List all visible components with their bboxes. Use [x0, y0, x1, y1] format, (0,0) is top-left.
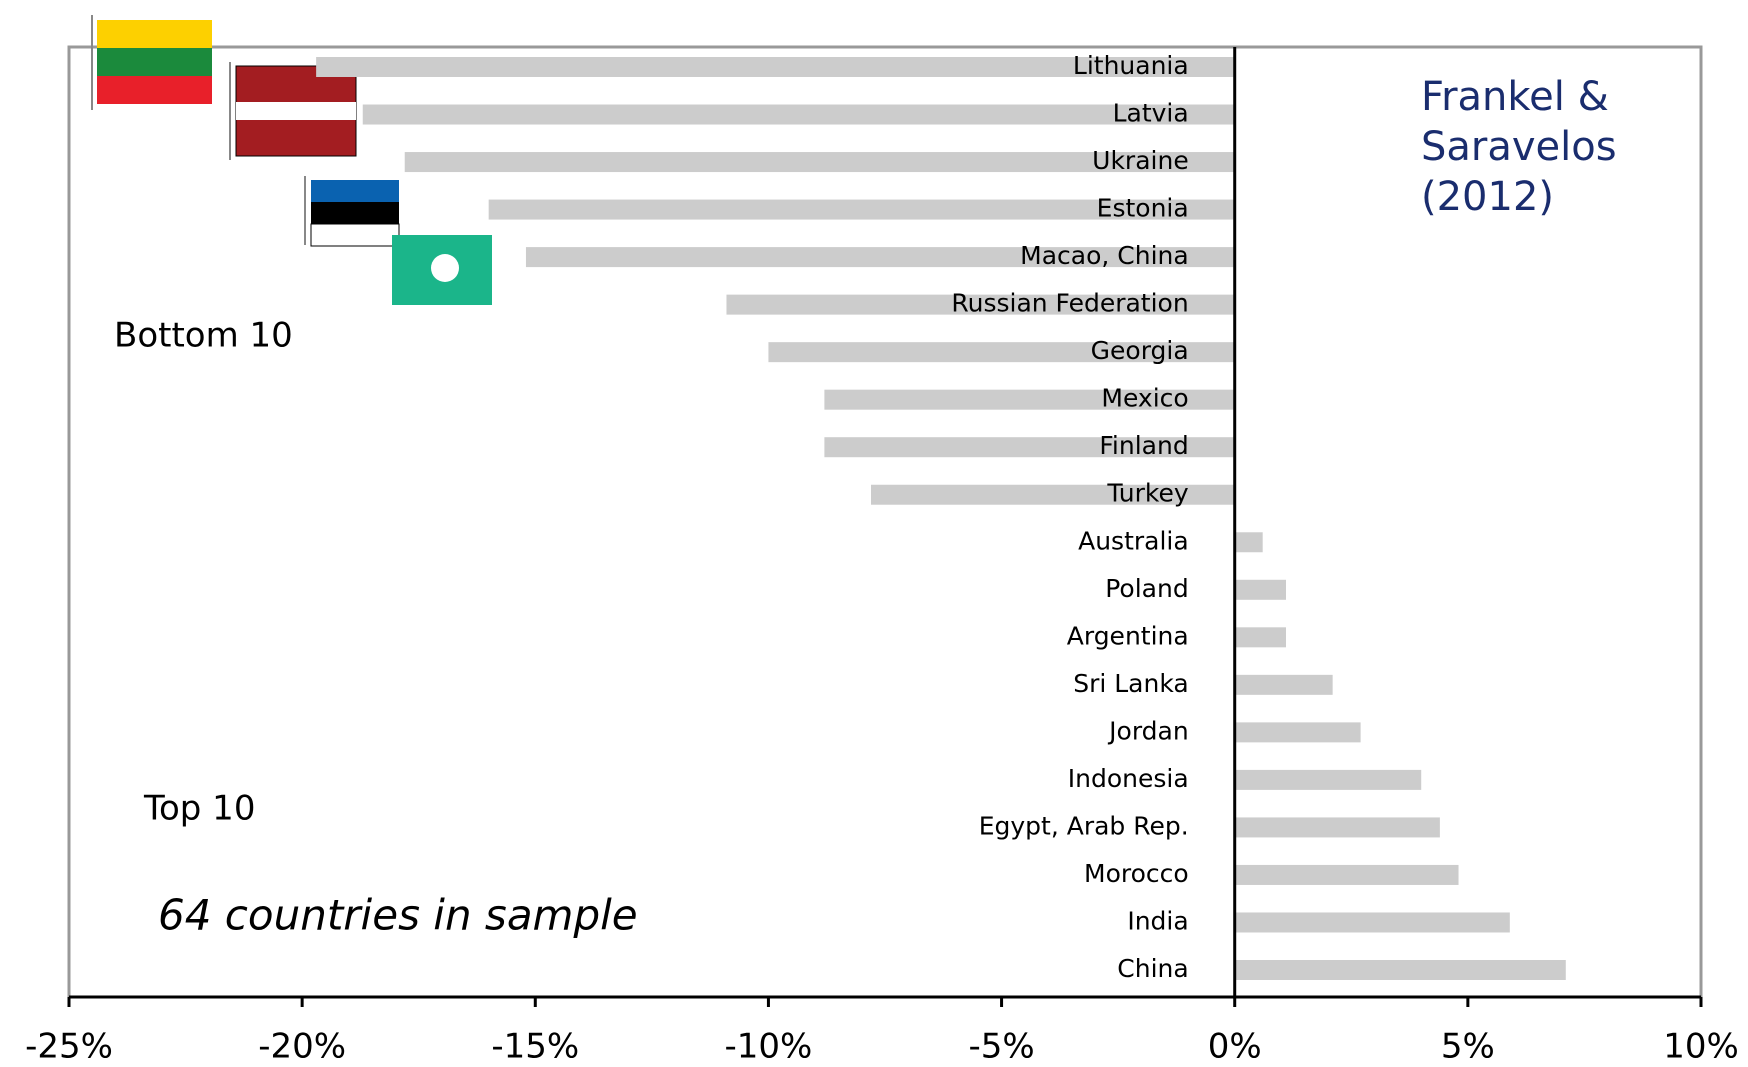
x-tick-label: 10%: [1663, 1027, 1739, 1067]
bar: [1234, 579, 1287, 600]
bar: [1234, 674, 1333, 695]
bar: [1234, 912, 1510, 933]
bar: [488, 199, 1235, 220]
source-line: (2012): [1421, 174, 1554, 220]
x-tick-label: 5%: [1441, 1027, 1495, 1067]
annotation: Top 10: [143, 789, 255, 829]
category-label: Lithuania: [1073, 51, 1189, 80]
category-label: China: [1117, 954, 1188, 983]
bar: [726, 294, 1235, 315]
bar: [1234, 627, 1287, 648]
bar: [316, 57, 1235, 77]
category-label: India: [1127, 906, 1188, 935]
x-tick-label: -20%: [258, 1027, 346, 1067]
flag: [310, 223, 400, 247]
category-label: Jordan: [1107, 716, 1189, 745]
x-tick-label: -15%: [491, 1027, 579, 1067]
x-tick-label: 0%: [1208, 1027, 1262, 1067]
x-tick-label: -5%: [968, 1027, 1034, 1067]
category-label: Morocco: [1084, 859, 1189, 888]
bar: [362, 104, 1235, 125]
flag: [311, 202, 399, 224]
bar: [871, 484, 1235, 505]
category-label: Ukraine: [1092, 146, 1189, 175]
category-label: Mexico: [1101, 384, 1188, 413]
flag: [236, 102, 356, 120]
flag: [311, 180, 399, 202]
category-label: Turkey: [1106, 479, 1189, 508]
bar: [1234, 532, 1263, 553]
x-tick-label: -25%: [25, 1027, 113, 1067]
flag: [97, 76, 212, 104]
bar: [824, 389, 1235, 410]
category-label: Argentina: [1067, 621, 1189, 650]
flag: [97, 20, 212, 48]
category-label: Latvia: [1113, 99, 1189, 128]
category-label: Russian Federation: [951, 289, 1188, 318]
category-label: Georgia: [1091, 336, 1189, 365]
category-label: Egypt, Arab Rep.: [979, 811, 1189, 840]
bar: [824, 437, 1235, 458]
flags: [91, 15, 492, 305]
bar: [1234, 960, 1566, 980]
flag: [97, 48, 212, 76]
bar: [768, 342, 1235, 363]
bar: [1234, 722, 1361, 743]
annotation: Bottom 10: [114, 316, 293, 356]
category-label: Finland: [1099, 431, 1188, 460]
bar: [525, 247, 1235, 268]
flag: [431, 254, 459, 282]
category-label: Sri Lanka: [1073, 669, 1189, 698]
bar: [404, 152, 1235, 173]
bar: [1234, 769, 1422, 790]
x-tick-label: -10%: [725, 1027, 813, 1067]
bar: [1234, 864, 1459, 885]
bar: [1234, 817, 1440, 838]
category-label: Poland: [1105, 574, 1188, 603]
category-label: Estonia: [1097, 194, 1189, 223]
category-label: Australia: [1078, 526, 1189, 555]
category-label: Macao, China: [1020, 241, 1189, 270]
annotation: 64 countries in sample: [158, 891, 638, 940]
source-line: Saravelos: [1421, 124, 1617, 170]
category-label: Indonesia: [1068, 764, 1189, 793]
source-line: Frankel &: [1421, 74, 1609, 120]
